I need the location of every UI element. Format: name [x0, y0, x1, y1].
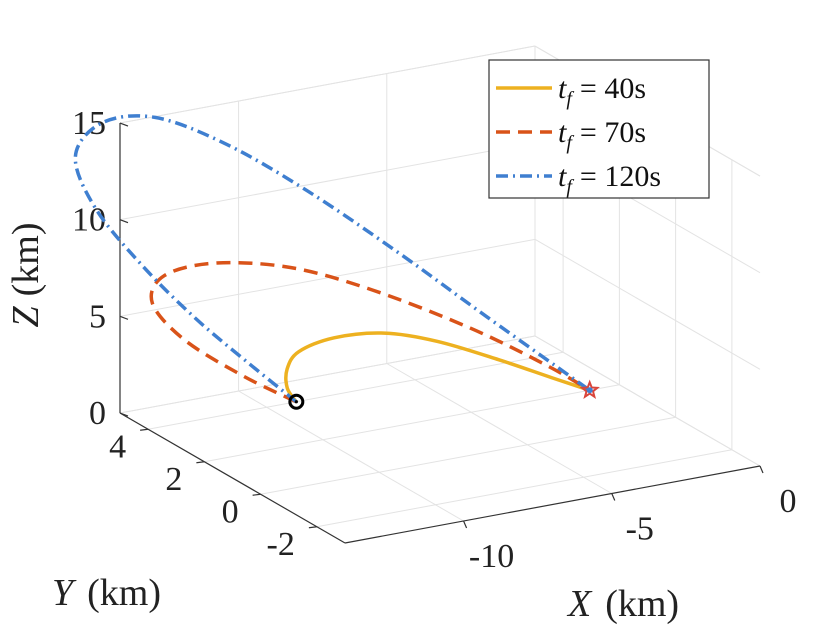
series-line-1 — [284, 331, 591, 403]
grid-line-x-floor — [238, 390, 464, 522]
end-point-marker — [579, 379, 600, 400]
series-line-2 — [149, 260, 591, 404]
grid-edge-floor-side — [534, 335, 761, 467]
z-axis-var: Z — [5, 306, 47, 328]
grid-line-z-back — [119, 238, 536, 317]
legend-label-1: tf = 40s — [558, 72, 646, 110]
grid-line-y-floor — [316, 449, 732, 528]
x-tick-label: 0 — [780, 483, 797, 520]
x-tick-mark — [611, 493, 616, 501]
z-tick-mark — [119, 219, 129, 224]
z-tick-label: 5 — [89, 298, 106, 335]
z-tick-mark — [119, 315, 129, 320]
z-tick-label: 15 — [72, 105, 106, 142]
start-point-marker — [288, 393, 305, 410]
x-tick-mark — [463, 520, 468, 529]
grid-edge-top-back — [119, 45, 536, 124]
z-axis-unit: (km) — [5, 222, 47, 296]
x-tick-mark — [759, 465, 764, 474]
x-axis-label: X (km) — [566, 583, 679, 625]
y-tick-mark — [252, 493, 261, 496]
series-layer — [73, 114, 591, 404]
x-tick-label: -10 — [469, 538, 514, 575]
axes-frame — [119, 122, 764, 544]
y-tick-mark — [308, 526, 317, 529]
y-tick-mark — [196, 461, 205, 464]
grid-edge-floor-back — [119, 335, 536, 414]
y-tick-label: -2 — [267, 526, 295, 563]
y-axis-label: Y (km) — [52, 572, 161, 614]
grid-line-y-floor — [148, 351, 564, 430]
z-tick-label: 0 — [89, 395, 106, 432]
legend-label-3: tf = 120s — [558, 160, 661, 198]
floor-grid — [119, 335, 761, 528]
x-axis-line — [344, 465, 761, 544]
y-tick-label: 2 — [165, 461, 182, 498]
grid-line-z-side — [534, 238, 761, 370]
start-point-center — [294, 400, 298, 404]
grid-line-y-floor — [204, 384, 620, 463]
grid-line-z-back — [119, 142, 536, 221]
z-tick-mark — [119, 122, 129, 127]
z-tick-label: 10 — [72, 202, 106, 239]
legend-label-2: tf = 70s — [558, 116, 646, 154]
grid-line-x-floor — [386, 363, 613, 494]
x-axis-unit: (km) — [605, 583, 679, 625]
legend: tf = 40s tf = 70s tf = 120s — [488, 59, 710, 199]
x-tick-label: -5 — [626, 511, 654, 548]
x-axis-var: X — [566, 583, 593, 625]
y-axis-unit: (km) — [87, 572, 161, 614]
grid-line-y-floor — [260, 416, 676, 495]
y-axis-var: Y — [52, 572, 77, 614]
z-axis-label: Z (km) — [5, 222, 47, 327]
series-line-3 — [73, 114, 591, 404]
endpoint-markers — [288, 379, 600, 410]
end-point-dot — [586, 387, 593, 394]
y-tick-label: 4 — [109, 428, 126, 465]
z-tick-mark — [119, 412, 129, 417]
y-tick-label: 0 — [222, 493, 239, 530]
y-tick-mark — [140, 428, 149, 431]
y-axis-line — [119, 412, 346, 544]
